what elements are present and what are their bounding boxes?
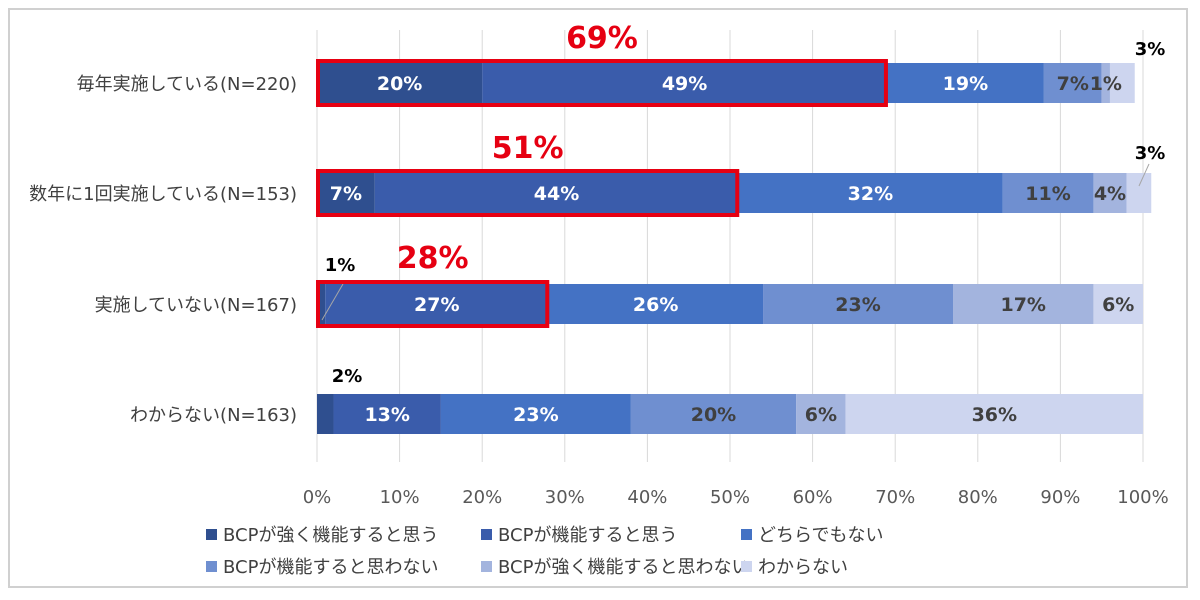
- legend-label: どちらでもない: [758, 525, 883, 546]
- bar-data-label: 20%: [377, 73, 422, 95]
- bar-segment: [630, 394, 797, 434]
- bar-data-label: 19%: [943, 73, 988, 95]
- x-tick-label: 90%: [1040, 487, 1080, 508]
- highlight-box: [316, 59, 888, 107]
- bar-segment: [548, 284, 764, 324]
- highlight-label: 51%: [492, 131, 564, 166]
- bar-data-label: 7%: [1057, 73, 1089, 95]
- legend-label: BCPが強く機能すると思う: [223, 525, 438, 546]
- x-tick-label: 10%: [380, 487, 420, 508]
- x-tick-label: 40%: [627, 487, 667, 508]
- legend-label: BCPが機能すると思わない: [223, 557, 438, 578]
- legend-swatch: [206, 561, 217, 572]
- bar-segment: [886, 63, 1044, 103]
- highlight-box: [316, 280, 550, 328]
- bar-data-label: 44%: [534, 183, 579, 205]
- bar-data-label: 26%: [633, 294, 678, 316]
- bar-data-label: 7%: [330, 183, 362, 205]
- highlight-label: 69%: [566, 21, 638, 56]
- category-label: 数年に1回実施している(N=153): [29, 184, 297, 205]
- leader-line: [1138, 163, 1150, 187]
- legend-swatch: [741, 529, 752, 540]
- bar-segment: [1126, 173, 1152, 213]
- legend-swatch: [741, 561, 752, 572]
- x-tick-label: 50%: [710, 487, 750, 508]
- category-label: わからない(N=163): [130, 405, 297, 426]
- bar-data-label: 6%: [805, 404, 837, 426]
- bar-data-label-outside: 2%: [332, 366, 363, 387]
- bar-segment: [1093, 173, 1127, 213]
- bar-data-label: 36%: [972, 404, 1017, 426]
- bar-data-label: 6%: [1102, 294, 1134, 316]
- legend-label: わからない: [758, 557, 848, 578]
- bar-segment: [440, 394, 631, 434]
- bar-segment: [374, 173, 739, 213]
- bar-segment: [317, 63, 483, 103]
- bar-segment: [482, 63, 887, 103]
- bar-segment: [1002, 173, 1094, 213]
- bar-segment: [1093, 284, 1143, 324]
- x-tick-label: 70%: [875, 487, 915, 508]
- bar-segment: [796, 394, 846, 434]
- bar-segment: [317, 394, 334, 434]
- bar-segment: [1101, 63, 1110, 103]
- bar-segment: [333, 394, 441, 434]
- bar-data-label: 32%: [848, 183, 893, 205]
- bar-data-label-outside: 3%: [1135, 143, 1166, 164]
- highlight-label: 28%: [397, 241, 469, 276]
- bar-data-label: 20%: [691, 404, 736, 426]
- x-tick-label: 20%: [462, 487, 502, 508]
- legend-label: BCPが強く機能すると思わない: [498, 557, 749, 578]
- legend-label: BCPが機能すると思う: [498, 525, 677, 546]
- bar-data-label-outside: 3%: [1135, 39, 1166, 60]
- x-tick-label: 80%: [958, 487, 998, 508]
- bar-segment: [1043, 63, 1102, 103]
- legend-swatch: [206, 529, 217, 540]
- bar-segment: [325, 284, 549, 324]
- bar-data-label: 11%: [1025, 183, 1070, 205]
- x-tick-label: 30%: [545, 487, 585, 508]
- bar-data-label: 1%: [1090, 73, 1122, 95]
- bar-segment: [317, 173, 375, 213]
- bar-segment: [845, 394, 1143, 434]
- legend-swatch: [481, 561, 492, 572]
- bar-data-label: 49%: [662, 73, 707, 95]
- bar-data-label: 4%: [1094, 183, 1126, 205]
- bar-data-label: 13%: [364, 404, 409, 426]
- bar-segment: [317, 284, 326, 324]
- bar-data-label-outside: 1%: [325, 255, 356, 276]
- x-tick-label: 60%: [793, 487, 833, 508]
- bar-data-label: 17%: [1000, 294, 1045, 316]
- highlight-box: [316, 169, 740, 217]
- bar-data-label: 23%: [513, 404, 558, 426]
- category-label: 毎年実施している(N=220): [77, 74, 297, 95]
- bar-segment: [1109, 63, 1135, 103]
- bar-data-label: 27%: [414, 294, 459, 316]
- legend-swatch: [481, 529, 492, 540]
- leader-line: [321, 283, 344, 321]
- bar-segment: [763, 284, 954, 324]
- bar-data-label: 23%: [835, 294, 880, 316]
- category-label: 実施していない(N=167): [95, 295, 297, 316]
- bar-segment: [953, 284, 1094, 324]
- x-tick-label: 0%: [303, 487, 332, 508]
- bar-segment: [738, 173, 1003, 213]
- x-tick-label: 100%: [1117, 487, 1168, 508]
